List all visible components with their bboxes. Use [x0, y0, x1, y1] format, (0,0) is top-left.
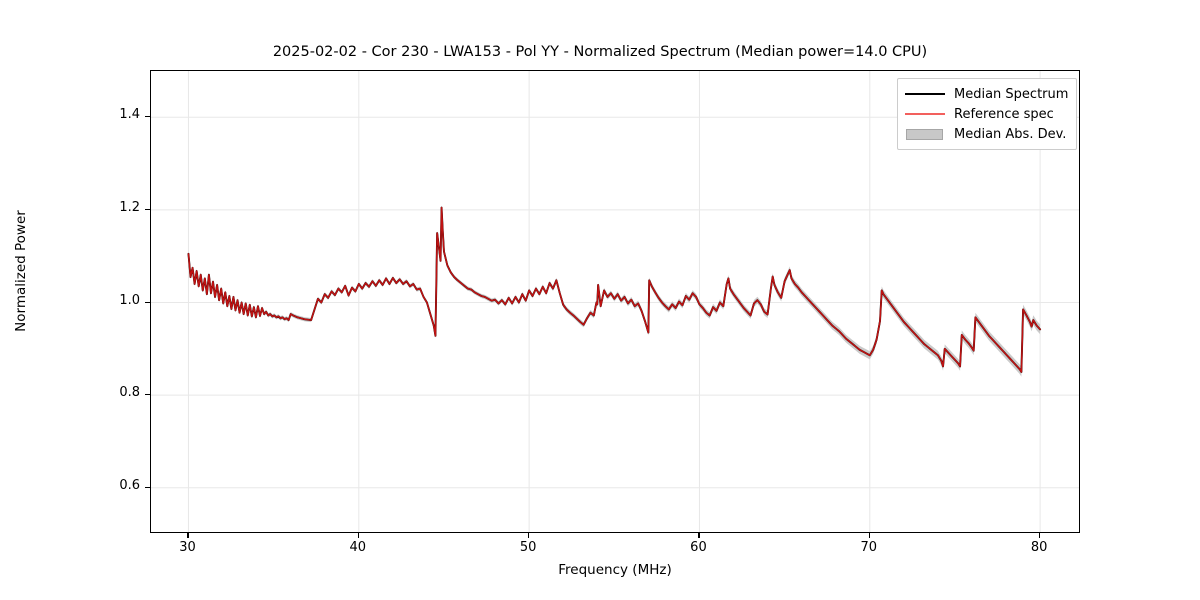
x-tick-mark	[1039, 533, 1041, 538]
y-tick-label: 0.8	[119, 385, 140, 401]
gridlines	[151, 71, 1079, 532]
x-tick-label: 40	[349, 540, 367, 555]
gray-patch-icon	[906, 129, 943, 140]
legend-label-median-abs-dev: Median Abs. Dev.	[954, 126, 1067, 142]
y-tick-label: 1.0	[119, 292, 140, 308]
x-tick-label: 50	[519, 540, 537, 555]
y-axis-label: Normalized Power	[13, 210, 29, 332]
y-tick-mark	[145, 301, 150, 303]
plot-svg	[151, 71, 1079, 532]
reference-spec-line	[187, 206, 1041, 373]
x-tick-mark	[528, 533, 530, 538]
median-spectrum-line	[187, 206, 1042, 373]
y-tick-mark	[145, 394, 150, 396]
legend-swatch-median-abs-dev	[905, 127, 945, 141]
x-tick-label: 80	[1030, 540, 1048, 555]
legend-item-median-abs-dev[interactable]: Median Abs. Dev.	[905, 124, 1068, 144]
legend[interactable]: Median Spectrum Reference spec Median Ab…	[897, 78, 1078, 150]
y-tick-label: 1.4	[119, 107, 140, 123]
x-tick-mark	[868, 533, 870, 538]
legend-swatch-reference-spec	[905, 107, 945, 121]
mad-band-area	[188, 205, 1041, 377]
red-line-icon	[905, 113, 945, 115]
y-tick-mark	[145, 116, 150, 118]
y-tick-label: 0.6	[119, 477, 140, 493]
x-tick-mark	[357, 533, 359, 538]
x-tick-mark	[187, 533, 189, 538]
y-tick-mark	[145, 208, 150, 210]
page-title: 2025-02-02 - Cor 230 - LWA153 - Pol YY -…	[272, 44, 928, 60]
x-tick-label: 30	[179, 540, 196, 555]
x-tick-label: 70	[860, 540, 878, 555]
legend-swatch-median-spectrum	[905, 87, 945, 101]
legend-label-reference-spec: Reference spec	[954, 106, 1054, 122]
legend-item-reference-spec[interactable]: Reference spec	[905, 104, 1068, 124]
y-tick-label: 1.2	[119, 199, 140, 215]
black-line-icon	[905, 93, 945, 95]
x-axis-label: Frequency (MHz)	[558, 562, 672, 578]
x-tick-label: 60	[690, 540, 707, 555]
x-tick-mark	[698, 533, 700, 538]
legend-item-median-spectrum[interactable]: Median Spectrum	[905, 84, 1068, 104]
legend-label-median-spectrum: Median Spectrum	[954, 86, 1069, 102]
y-tick-mark	[145, 486, 150, 488]
